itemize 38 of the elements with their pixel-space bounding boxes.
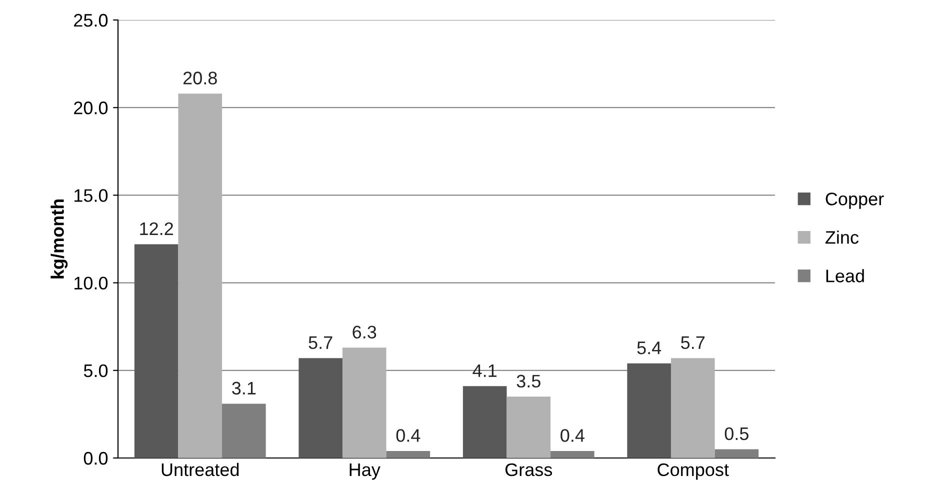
y-tick-label: 20.0 xyxy=(74,102,108,114)
bar xyxy=(178,94,222,458)
bar xyxy=(386,450,430,458)
bar xyxy=(506,396,551,458)
data-label: 0.4 xyxy=(396,429,420,442)
bar xyxy=(550,450,594,458)
y-tick-label: 15.0 xyxy=(74,189,108,202)
bar xyxy=(342,348,386,458)
y-axis-title: kg/month xyxy=(50,199,68,278)
bar xyxy=(222,404,266,458)
data-label: 12.2 xyxy=(140,222,173,235)
y-tick-label: 10.0 xyxy=(74,276,108,290)
data-label: 5.7 xyxy=(308,336,332,350)
x-tick-label: Hay xyxy=(350,464,380,480)
data-label: 3.5 xyxy=(516,374,540,388)
y-tick-label: 25.0 xyxy=(74,14,108,27)
bar xyxy=(298,358,342,458)
data-label: 20.8 xyxy=(183,72,217,84)
data-label: 0.5 xyxy=(724,427,748,440)
legend-label: Copper xyxy=(826,192,884,209)
data-label: 6.3 xyxy=(352,326,376,338)
legend-label: Lead xyxy=(826,269,864,282)
data-label: 0.4 xyxy=(560,429,584,442)
bar xyxy=(134,244,178,458)
bar xyxy=(627,363,671,458)
bar xyxy=(714,449,759,458)
x-tick-label: Untreated xyxy=(162,462,239,476)
bar xyxy=(670,358,715,458)
bar xyxy=(462,386,507,458)
x-tick-label: Grass xyxy=(505,463,552,476)
data-label: 3.1 xyxy=(232,382,256,395)
data-label: 5.4 xyxy=(637,342,662,354)
y-tick-label: 0.0 xyxy=(84,452,108,465)
data-label: 4.1 xyxy=(472,364,496,377)
data-label: 5.7 xyxy=(681,336,705,350)
legend-label: Zinc xyxy=(825,230,859,244)
x-tick-label: Compost xyxy=(658,463,729,480)
y-tick-label: 5.0 xyxy=(84,364,108,378)
